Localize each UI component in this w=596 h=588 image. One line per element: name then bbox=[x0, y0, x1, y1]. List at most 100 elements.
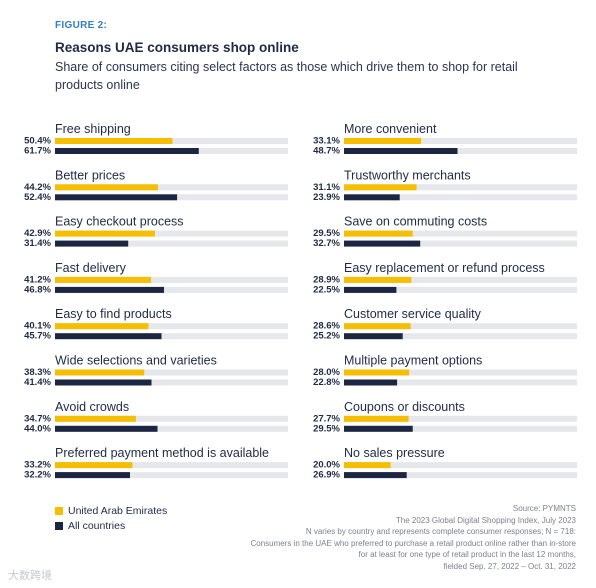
bar-track bbox=[55, 286, 288, 293]
bar-all-countries bbox=[55, 240, 129, 247]
value-label: 20.0% bbox=[313, 460, 340, 471]
bar-uae bbox=[55, 462, 133, 469]
legend-label-all: All countries bbox=[68, 519, 126, 532]
bar-uae bbox=[344, 230, 413, 237]
bar-all-countries bbox=[55, 425, 158, 432]
note-line-2: N varies by country and represents compl… bbox=[305, 527, 576, 536]
bar-track bbox=[55, 425, 288, 432]
note-line-4: for at least for one type of retail prod… bbox=[358, 550, 576, 559]
value-label: 52.4% bbox=[24, 192, 51, 203]
legend-item-all: All countries bbox=[55, 518, 167, 533]
value-label: 34.7% bbox=[24, 413, 51, 424]
bar-all-countries bbox=[344, 194, 400, 201]
value-label: 40.1% bbox=[24, 321, 51, 332]
value-label: 32.7% bbox=[313, 238, 340, 249]
category-label: Preferred payment method is available bbox=[55, 446, 269, 460]
legend: United Arab Emirates All countries bbox=[55, 503, 167, 533]
bar-track bbox=[344, 194, 577, 201]
bar-uae bbox=[344, 415, 409, 422]
category-label: Multiple payment options bbox=[344, 354, 482, 368]
bar-uae bbox=[55, 230, 155, 237]
legend-item-uae: United Arab Emirates bbox=[55, 503, 167, 518]
bar-all-countries bbox=[55, 286, 164, 293]
value-label: 28.0% bbox=[313, 367, 340, 378]
category-label: Easy to find products bbox=[55, 307, 172, 321]
bar-track bbox=[344, 148, 577, 154]
bar-track bbox=[344, 369, 577, 376]
bar-chart: Free shipping 50.4%61.7% Better prices 44.2… bbox=[24, 122, 577, 481]
value-label: 25.2% bbox=[313, 331, 340, 342]
note-line-5: fielded Sep. 27, 2022 – Oct. 31, 2022 bbox=[443, 561, 576, 571]
source-line: Source: PYMNTS bbox=[512, 504, 576, 513]
category-label: Save on commuting costs bbox=[344, 215, 487, 229]
value-label: 44.0% bbox=[24, 423, 51, 434]
bar-all-countries bbox=[344, 472, 407, 479]
bar-track bbox=[55, 276, 288, 283]
value-label: 48.7% bbox=[313, 146, 340, 157]
category-label: No sales pressure bbox=[344, 446, 445, 460]
bar-uae bbox=[55, 184, 158, 191]
category-label: More convenient bbox=[344, 122, 437, 136]
value-label: 50.4% bbox=[24, 136, 51, 147]
bar-track bbox=[344, 415, 577, 422]
bar-all-countries bbox=[55, 379, 152, 386]
bar-track bbox=[344, 276, 577, 283]
value-label: 46.8% bbox=[24, 284, 51, 295]
bar-uae bbox=[344, 462, 391, 469]
bar-uae bbox=[344, 138, 422, 144]
bar-track bbox=[55, 323, 288, 330]
value-label: 38.3% bbox=[24, 367, 51, 378]
category-label: Better prices bbox=[55, 168, 125, 182]
note-line-1: The 2023 Global Digital Shopping Index, … bbox=[395, 515, 576, 525]
value-label: 41.4% bbox=[24, 377, 51, 388]
value-label: 61.7% bbox=[24, 146, 51, 157]
bar-track bbox=[55, 472, 288, 479]
bar-uae bbox=[344, 323, 411, 330]
bar-track bbox=[344, 462, 577, 469]
bar-all-countries bbox=[344, 240, 421, 247]
bar-all-countries bbox=[344, 379, 398, 386]
category-label: Free shipping bbox=[55, 122, 131, 136]
chart-title: Reasons UAE consumers shop online bbox=[55, 40, 299, 55]
value-label: 29.5% bbox=[313, 423, 340, 434]
value-label: 41.2% bbox=[24, 274, 51, 285]
value-label: 23.9% bbox=[313, 192, 340, 203]
bar-track bbox=[55, 240, 288, 247]
legend-swatch-uae bbox=[55, 506, 63, 515]
bar-uae bbox=[55, 138, 173, 144]
value-label: 31.4% bbox=[24, 238, 51, 249]
bar-track bbox=[344, 240, 577, 247]
category-label: Avoid crowds bbox=[55, 400, 129, 414]
value-label: 32.2% bbox=[24, 470, 51, 481]
bar-track bbox=[344, 379, 577, 386]
bar-uae bbox=[344, 369, 410, 376]
bar-track bbox=[344, 286, 577, 293]
bar-track bbox=[55, 369, 288, 376]
bar-all-countries bbox=[344, 425, 413, 432]
category-label: Coupons or discounts bbox=[344, 400, 465, 414]
bar-all-countries bbox=[55, 333, 162, 340]
bar-track bbox=[55, 230, 288, 237]
bar-track bbox=[344, 333, 577, 340]
bar-uae bbox=[344, 184, 417, 191]
bar-all-countries bbox=[55, 148, 199, 154]
value-label: 29.5% bbox=[313, 228, 340, 239]
value-label: 26.9% bbox=[313, 470, 340, 481]
bar-uae bbox=[55, 323, 149, 330]
bar-track bbox=[55, 333, 288, 340]
bar-all-countries bbox=[344, 148, 458, 154]
bar-track bbox=[344, 425, 577, 432]
value-label: 27.7% bbox=[313, 413, 340, 424]
category-label: Customer service quality bbox=[344, 307, 482, 321]
bar-track bbox=[55, 184, 288, 191]
category-label: Wide selections and varieties bbox=[55, 354, 217, 368]
bar-uae bbox=[55, 415, 136, 422]
value-label: 45.7% bbox=[24, 331, 51, 342]
bar-all-countries bbox=[344, 333, 403, 340]
bar-track bbox=[55, 462, 288, 469]
value-label: 28.6% bbox=[313, 321, 340, 332]
value-label: 31.1% bbox=[313, 182, 340, 193]
watermark: 大数跨境 bbox=[8, 570, 52, 582]
value-label: 22.8% bbox=[313, 377, 340, 388]
bar-track bbox=[344, 230, 577, 237]
